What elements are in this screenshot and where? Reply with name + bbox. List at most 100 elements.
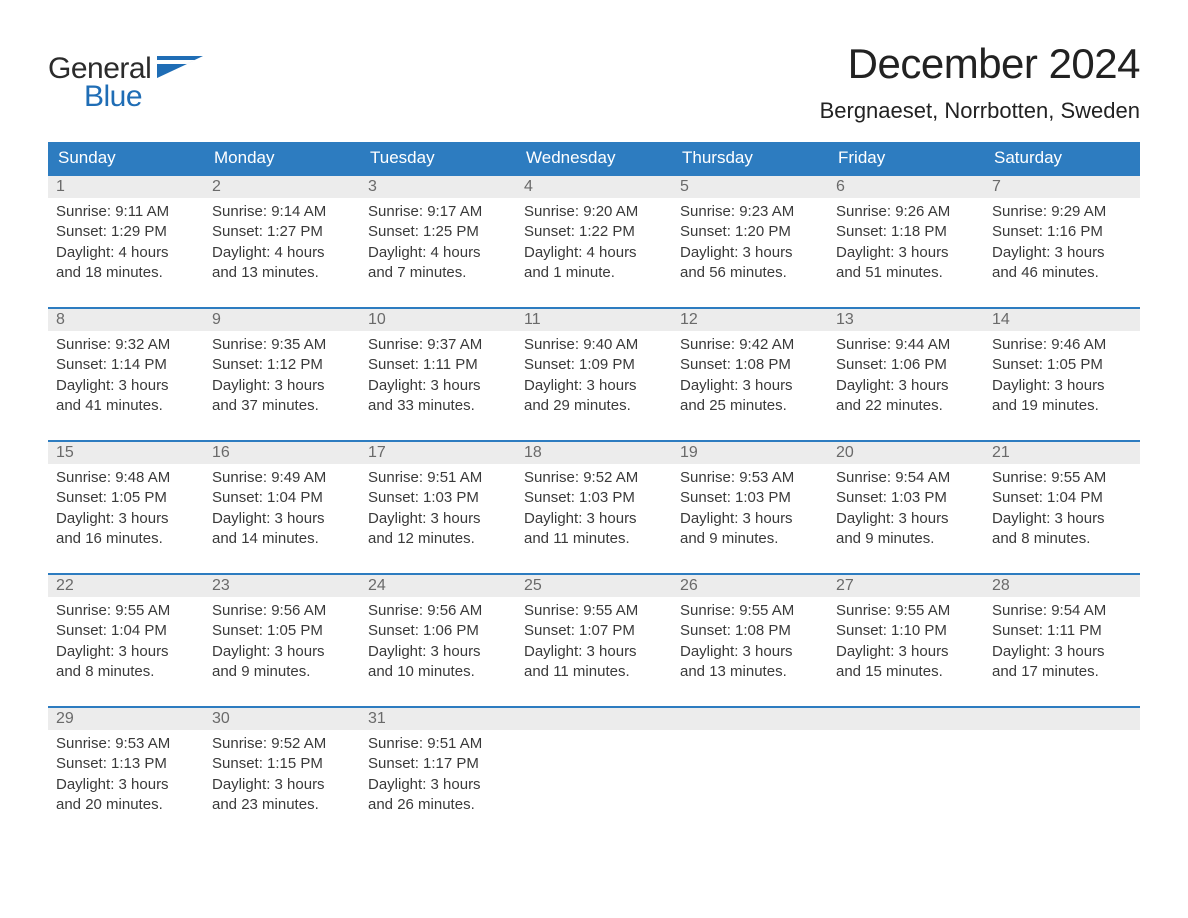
day-number: 31 xyxy=(360,708,516,730)
day-number: 12 xyxy=(672,309,828,331)
day-sunset: Sunset: 1:04 PM xyxy=(56,621,196,641)
day-daylight2: and 19 minutes. xyxy=(992,396,1132,416)
day-sunrise: Sunrise: 9:49 AM xyxy=(212,468,352,488)
day-cell xyxy=(672,707,828,839)
day-daylight1: Daylight: 3 hours xyxy=(56,642,196,662)
day-body: Sunrise: 9:37 AMSunset: 1:11 PMDaylight:… xyxy=(360,331,516,440)
day-daylight1: Daylight: 4 hours xyxy=(212,243,352,263)
day-body: Sunrise: 9:51 AMSunset: 1:03 PMDaylight:… xyxy=(360,464,516,573)
day-body: Sunrise: 9:56 AMSunset: 1:06 PMDaylight:… xyxy=(360,597,516,706)
day-sunset: Sunset: 1:18 PM xyxy=(836,222,976,242)
day-sunrise: Sunrise: 9:46 AM xyxy=(992,335,1132,355)
day-daylight2: and 8 minutes. xyxy=(56,662,196,682)
day-number: 8 xyxy=(48,309,204,331)
day-body: Sunrise: 9:53 AMSunset: 1:03 PMDaylight:… xyxy=(672,464,828,573)
day-daylight1: Daylight: 3 hours xyxy=(680,376,820,396)
day-cell: 18Sunrise: 9:52 AMSunset: 1:03 PMDayligh… xyxy=(516,441,672,574)
day-daylight2: and 8 minutes. xyxy=(992,529,1132,549)
day-cell: 16Sunrise: 9:49 AMSunset: 1:04 PMDayligh… xyxy=(204,441,360,574)
day-body: Sunrise: 9:23 AMSunset: 1:20 PMDaylight:… xyxy=(672,198,828,307)
day-daylight2: and 56 minutes. xyxy=(680,263,820,283)
day-number: 19 xyxy=(672,442,828,464)
day-sunrise: Sunrise: 9:37 AM xyxy=(368,335,508,355)
day-sunrise: Sunrise: 9:17 AM xyxy=(368,202,508,222)
day-body: Sunrise: 9:51 AMSunset: 1:17 PMDaylight:… xyxy=(360,730,516,839)
day-number: 9 xyxy=(204,309,360,331)
day-sunset: Sunset: 1:11 PM xyxy=(368,355,508,375)
day-number: 22 xyxy=(48,575,204,597)
day-sunset: Sunset: 1:07 PM xyxy=(524,621,664,641)
day-daylight2: and 51 minutes. xyxy=(836,263,976,283)
day-body: Sunrise: 9:48 AMSunset: 1:05 PMDaylight:… xyxy=(48,464,204,573)
day-cell: 1Sunrise: 9:11 AMSunset: 1:29 PMDaylight… xyxy=(48,175,204,308)
day-cell: 10Sunrise: 9:37 AMSunset: 1:11 PMDayligh… xyxy=(360,308,516,441)
month-title: December 2024 xyxy=(820,40,1140,88)
day-body: Sunrise: 9:52 AMSunset: 1:15 PMDaylight:… xyxy=(204,730,360,839)
day-body: Sunrise: 9:42 AMSunset: 1:08 PMDaylight:… xyxy=(672,331,828,440)
day-cell: 3Sunrise: 9:17 AMSunset: 1:25 PMDaylight… xyxy=(360,175,516,308)
week-row: 8Sunrise: 9:32 AMSunset: 1:14 PMDaylight… xyxy=(48,308,1140,441)
day-sunset: Sunset: 1:16 PM xyxy=(992,222,1132,242)
day-sunrise: Sunrise: 9:51 AM xyxy=(368,468,508,488)
day-number: 24 xyxy=(360,575,516,597)
day-cell: 4Sunrise: 9:20 AMSunset: 1:22 PMDaylight… xyxy=(516,175,672,308)
day-number: 11 xyxy=(516,309,672,331)
dayname-saturday: Saturday xyxy=(984,142,1140,175)
day-body: Sunrise: 9:14 AMSunset: 1:27 PMDaylight:… xyxy=(204,198,360,307)
day-sunrise: Sunrise: 9:35 AM xyxy=(212,335,352,355)
location-text: Bergnaeset, Norrbotten, Sweden xyxy=(820,98,1140,124)
day-daylight1: Daylight: 3 hours xyxy=(524,376,664,396)
logo-text-blue: Blue xyxy=(84,80,142,114)
day-daylight1: Daylight: 3 hours xyxy=(836,642,976,662)
day-daylight1: Daylight: 3 hours xyxy=(524,642,664,662)
day-cell: 22Sunrise: 9:55 AMSunset: 1:04 PMDayligh… xyxy=(48,574,204,707)
day-daylight1: Daylight: 4 hours xyxy=(56,243,196,263)
day-daylight2: and 26 minutes. xyxy=(368,795,508,815)
day-sunrise: Sunrise: 9:48 AM xyxy=(56,468,196,488)
day-sunset: Sunset: 1:25 PM xyxy=(368,222,508,242)
day-number: 5 xyxy=(672,176,828,198)
day-sunrise: Sunrise: 9:55 AM xyxy=(524,601,664,621)
day-daylight2: and 33 minutes. xyxy=(368,396,508,416)
dayname-monday: Monday xyxy=(204,142,360,175)
day-sunrise: Sunrise: 9:26 AM xyxy=(836,202,976,222)
day-cell: 12Sunrise: 9:42 AMSunset: 1:08 PMDayligh… xyxy=(672,308,828,441)
day-cell: 2Sunrise: 9:14 AMSunset: 1:27 PMDaylight… xyxy=(204,175,360,308)
dayname-tuesday: Tuesday xyxy=(360,142,516,175)
day-daylight2: and 13 minutes. xyxy=(212,263,352,283)
day-number: 10 xyxy=(360,309,516,331)
day-number: 27 xyxy=(828,575,984,597)
day-number: 20 xyxy=(828,442,984,464)
day-daylight1: Daylight: 3 hours xyxy=(212,376,352,396)
day-sunset: Sunset: 1:03 PM xyxy=(524,488,664,508)
day-daylight1: Daylight: 3 hours xyxy=(56,376,196,396)
day-number: 15 xyxy=(48,442,204,464)
day-cell: 5Sunrise: 9:23 AMSunset: 1:20 PMDaylight… xyxy=(672,175,828,308)
day-body: Sunrise: 9:56 AMSunset: 1:05 PMDaylight:… xyxy=(204,597,360,706)
day-sunset: Sunset: 1:08 PM xyxy=(680,355,820,375)
day-cell xyxy=(984,707,1140,839)
day-sunrise: Sunrise: 9:42 AM xyxy=(680,335,820,355)
title-block: December 2024 Bergnaeset, Norrbotten, Sw… xyxy=(820,40,1140,124)
day-daylight1: Daylight: 3 hours xyxy=(212,509,352,529)
day-body: Sunrise: 9:46 AMSunset: 1:05 PMDaylight:… xyxy=(984,331,1140,440)
day-sunset: Sunset: 1:15 PM xyxy=(212,754,352,774)
day-sunset: Sunset: 1:04 PM xyxy=(212,488,352,508)
day-daylight2: and 22 minutes. xyxy=(836,396,976,416)
day-sunrise: Sunrise: 9:53 AM xyxy=(56,734,196,754)
day-body: Sunrise: 9:29 AMSunset: 1:16 PMDaylight:… xyxy=(984,198,1140,307)
day-daylight2: and 29 minutes. xyxy=(524,396,664,416)
day-daylight2: and 14 minutes. xyxy=(212,529,352,549)
day-number: 7 xyxy=(984,176,1140,198)
day-cell: 24Sunrise: 9:56 AMSunset: 1:06 PMDayligh… xyxy=(360,574,516,707)
day-sunset: Sunset: 1:06 PM xyxy=(368,621,508,641)
day-body: Sunrise: 9:32 AMSunset: 1:14 PMDaylight:… xyxy=(48,331,204,440)
day-sunset: Sunset: 1:08 PM xyxy=(680,621,820,641)
day-cell xyxy=(828,707,984,839)
day-sunset: Sunset: 1:22 PM xyxy=(524,222,664,242)
dayname-wednesday: Wednesday xyxy=(516,142,672,175)
day-sunset: Sunset: 1:04 PM xyxy=(992,488,1132,508)
day-daylight1: Daylight: 3 hours xyxy=(992,243,1132,263)
day-number: 3 xyxy=(360,176,516,198)
empty-day xyxy=(984,708,1140,730)
